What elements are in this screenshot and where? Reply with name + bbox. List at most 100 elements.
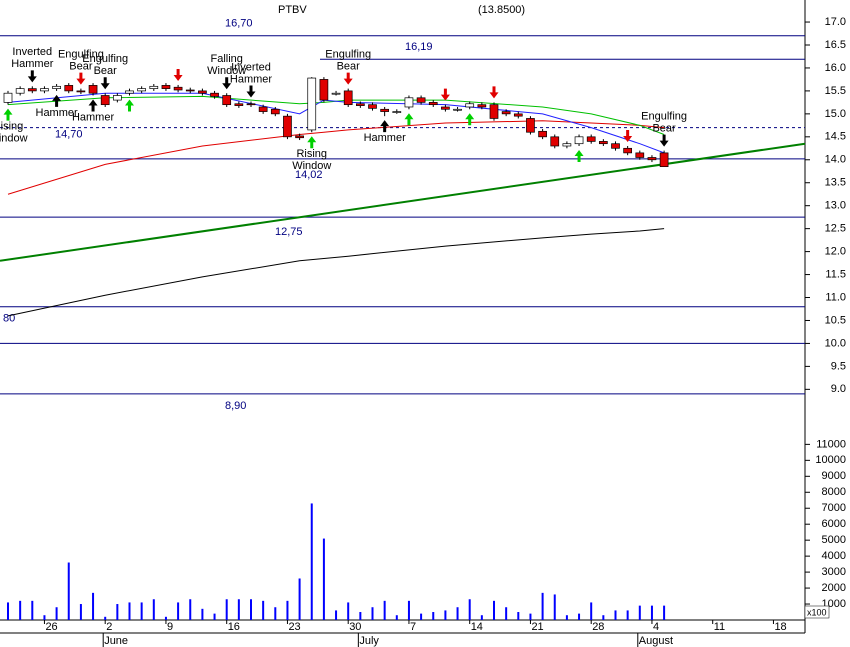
level-label: 14,70 — [55, 129, 83, 141]
x-tick-label: 23 — [288, 621, 300, 633]
volume-bar — [444, 610, 447, 620]
candle-body — [368, 104, 377, 109]
y-tick-label: 9.5 — [831, 360, 846, 372]
volume-bar — [274, 607, 277, 620]
candle-body — [416, 97, 426, 103]
volume-bar — [614, 610, 617, 620]
y-tick-label: 14.0 — [825, 154, 846, 166]
ma-line — [7, 228, 665, 317]
candle-body — [149, 85, 159, 89]
candle-body — [88, 85, 98, 94]
level-label: 12,75 — [275, 226, 303, 238]
candle-body — [404, 97, 414, 108]
volume-bar — [541, 592, 544, 620]
volume-bar — [395, 615, 398, 620]
volume-bar — [335, 610, 338, 620]
unit-box — [804, 605, 830, 619]
volume-bar — [31, 600, 34, 620]
volume-bar — [432, 612, 435, 620]
y-tick-label: 11.0 — [825, 291, 846, 303]
y2-tick-label: 3000 — [822, 566, 846, 578]
candle-body — [173, 86, 183, 91]
candle-body — [283, 115, 292, 138]
volume-bar — [638, 605, 641, 620]
candle-body — [441, 106, 450, 110]
pattern-label: Rising — [296, 148, 327, 160]
candle-body — [574, 136, 584, 145]
candle-body — [465, 103, 475, 108]
volume-bar — [456, 607, 459, 620]
pattern-label: Window — [207, 65, 246, 77]
signal-arrow — [246, 85, 256, 98]
y-tick-label: 10.0 — [825, 337, 846, 349]
candle-body — [270, 108, 280, 115]
candle-body — [161, 85, 171, 89]
volume-bar — [164, 616, 167, 620]
pattern-label: Hammer — [230, 73, 273, 85]
candle-body — [76, 90, 86, 93]
candle-body — [52, 85, 61, 89]
signal-arrow — [88, 99, 98, 112]
candle-body — [15, 88, 25, 94]
y2-tick-label: 5000 — [822, 534, 846, 546]
signal-arrow — [222, 77, 232, 90]
candle-body — [598, 141, 608, 145]
signal-arrow — [574, 150, 584, 163]
pattern-label: Engulfing — [58, 49, 104, 61]
pattern-label: Falling — [210, 53, 242, 65]
candle-body — [659, 152, 669, 168]
volume-bar — [468, 599, 471, 620]
candle-body — [623, 147, 633, 154]
signal-arrow — [465, 113, 475, 126]
x-tick-label: 28 — [592, 621, 604, 633]
y-tick-label: 9.0 — [831, 383, 846, 395]
x-tick-label: 16 — [228, 621, 240, 633]
volume-bar — [298, 578, 301, 620]
y-tick-label: 15.5 — [825, 85, 846, 97]
candle-body — [246, 103, 256, 106]
volume-bar — [590, 602, 593, 620]
last-price: (13.8500) — [478, 4, 525, 16]
level-label: 16,19 — [405, 41, 433, 53]
volume-bar — [663, 605, 666, 620]
x-tick-label: 14 — [471, 621, 483, 633]
y-tick-label: 12.5 — [825, 223, 846, 235]
month-label: June — [104, 635, 128, 647]
candle-body — [222, 95, 232, 106]
y2-tick-label: 8000 — [822, 486, 846, 498]
candle-body — [428, 102, 438, 106]
candle-body — [477, 104, 487, 108]
y-tick-label: 16.5 — [825, 39, 846, 51]
candle-body — [526, 118, 535, 133]
candle-body — [210, 92, 219, 97]
volume-bar — [347, 602, 350, 620]
volume-bar — [79, 604, 82, 620]
volume-bar — [250, 599, 252, 620]
volume-bar — [322, 538, 325, 620]
volume-bar — [262, 600, 265, 620]
y2-tick-label: 9000 — [822, 470, 846, 482]
candle-body — [343, 90, 353, 106]
candle-body — [586, 136, 596, 142]
signal-arrow — [343, 72, 353, 85]
pattern-label: Window — [0, 133, 28, 145]
volume-bar — [493, 600, 495, 620]
pattern-label: Hammer — [364, 132, 407, 144]
candle-body — [611, 143, 620, 149]
pattern-label: Engulfing — [325, 49, 371, 61]
y-tick-label: 13.0 — [825, 200, 846, 212]
chart-title: PTBV — [278, 4, 307, 16]
candle-body — [647, 157, 657, 161]
candle-body — [380, 108, 389, 112]
volume-bar — [517, 612, 520, 620]
signal-arrow — [173, 68, 183, 81]
candle-body — [501, 111, 511, 115]
pattern-label: Window — [292, 160, 331, 172]
ma-line — [7, 120, 665, 195]
y2-tick-label: 6000 — [822, 518, 846, 530]
candle-body — [562, 143, 572, 147]
candle-body — [331, 92, 341, 95]
x-tick-label: 18 — [774, 621, 786, 633]
x-tick-label: 2 — [106, 621, 112, 633]
